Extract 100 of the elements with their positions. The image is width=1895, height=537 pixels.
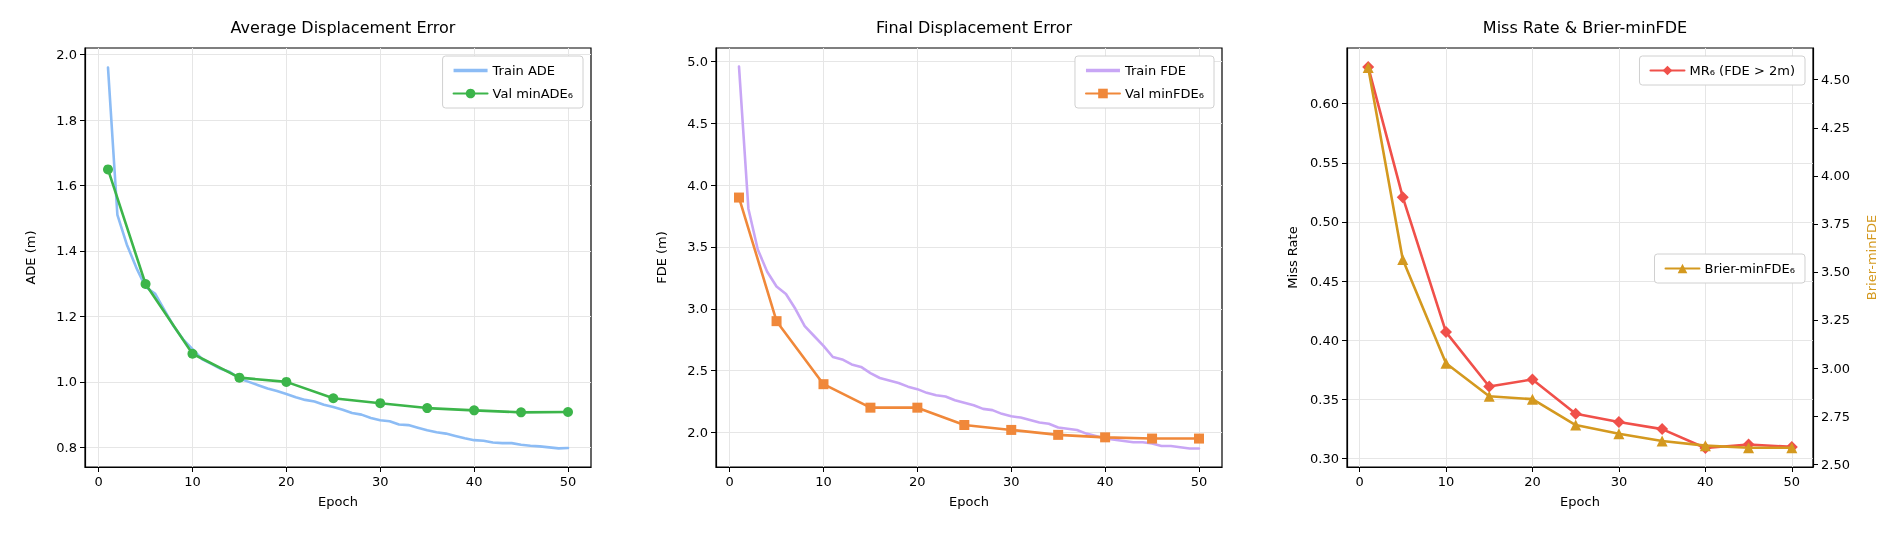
x-tick-label: 10 [815, 474, 832, 489]
point [140, 279, 151, 290]
point [1100, 432, 1111, 443]
chart-title: Final Displacement Error [875, 17, 1073, 37]
y-tick-label: 3.0 [687, 301, 708, 317]
point [1147, 433, 1158, 444]
x-tick-label: 50 [1783, 474, 1801, 489]
point [375, 398, 386, 409]
point [1656, 423, 1669, 436]
legend-label: Val minADE₆ [492, 86, 573, 101]
point [516, 407, 527, 418]
y2-tick-label: 4.00 [1821, 168, 1850, 184]
y2-tick-label: 3.25 [1821, 312, 1850, 328]
chart-title: Miss Rate & Brier-minFDE [1482, 17, 1688, 37]
y-tick-label: 0.35 [1310, 392, 1339, 408]
y2-tick-label: 3.75 [1821, 216, 1850, 232]
point [1439, 326, 1452, 339]
y-tick-label: 1.0 [56, 374, 77, 390]
y2-tick-label: 3.00 [1821, 360, 1850, 376]
y2-tick-label: 2.50 [1821, 456, 1850, 472]
legend-label: MR₆ (FDE > 2m) [1689, 63, 1795, 78]
point [1526, 373, 1539, 386]
point [1569, 407, 1582, 420]
point [865, 402, 876, 413]
x-tick-label: 30 [1002, 474, 1020, 489]
point [1396, 191, 1409, 204]
x-axis-title: Epoch [949, 494, 989, 509]
y-tick-label: 4.5 [687, 115, 708, 131]
legend-label: Brier-minFDE₆ [1704, 261, 1796, 276]
y-tick-label: 2.0 [56, 47, 77, 63]
y-tick-label: 2.0 [687, 424, 708, 440]
x-tick-label: 20 [909, 474, 926, 489]
point [1397, 254, 1409, 266]
x-tick-label: 20 [278, 474, 295, 489]
x-tick-label: 50 [1190, 474, 1208, 489]
y-tick-label: 0.60 [1310, 96, 1339, 112]
x-tick-label: 10 [1437, 474, 1455, 489]
x-tick-label: 40 [465, 474, 483, 489]
point [1194, 433, 1204, 444]
legend-label: Train FDE [1123, 63, 1187, 78]
y-tick-label: 0.55 [1310, 155, 1339, 171]
point [734, 192, 744, 203]
y-tick-label: 1.4 [56, 243, 77, 259]
x-axis-title: Epoch [1560, 494, 1600, 509]
point [912, 402, 923, 413]
y-tick-label: 1.2 [56, 308, 77, 324]
point [1743, 442, 1755, 454]
y2-tick-label: 4.50 [1821, 72, 1850, 88]
x-tick-label: 30 [1610, 474, 1628, 489]
y-axis-title: Miss Rate [1285, 226, 1300, 289]
point [959, 419, 970, 430]
point [818, 379, 829, 390]
x-axis-title: Epoch [318, 494, 358, 509]
y-tick-label: 0.40 [1310, 332, 1339, 348]
y-tick-label: 0.50 [1310, 214, 1339, 230]
x-tick-label: 40 [1697, 474, 1714, 489]
x-tick-label: 20 [1524, 474, 1541, 489]
point [1612, 416, 1625, 429]
y-tick-label: 0.8 [56, 439, 77, 455]
x-tick-label: 30 [371, 474, 389, 489]
point [1006, 424, 1017, 435]
legend-label: Val minFDE₆ [1124, 86, 1205, 101]
x-tick-label: 50 [559, 474, 577, 489]
y-axis-title: FDE (m) [654, 231, 669, 284]
chart-title: Average Displacement Error [230, 17, 456, 37]
legend-label: Train ADE [491, 63, 556, 78]
y-tick-label: 3.5 [687, 239, 708, 255]
point [1526, 393, 1538, 405]
y-tick-label: 5.0 [687, 54, 708, 70]
y-axis-title: ADE (m) [23, 230, 38, 285]
y2-tick-label: 3.50 [1821, 264, 1850, 280]
point [469, 405, 480, 416]
y2-tick-label: 4.25 [1821, 120, 1850, 136]
point [563, 407, 573, 417]
x-tick-label: 0 [725, 474, 734, 489]
point [1613, 428, 1625, 440]
point [771, 316, 782, 327]
y-tick-label: 2.5 [687, 363, 708, 379]
x-tick-label: 0 [1355, 474, 1364, 489]
y-tick-label: 0.45 [1310, 273, 1339, 289]
y2-axis-title: Brier-minFDE [1864, 214, 1879, 301]
point [1440, 357, 1452, 369]
x-tick-label: 0 [94, 474, 103, 489]
point [1053, 429, 1064, 440]
y-tick-label: 4.0 [687, 177, 708, 193]
y-tick-label: 1.6 [56, 177, 77, 193]
point [281, 376, 292, 387]
y-tick-label: 0.30 [1310, 451, 1339, 467]
y-tick-label: 1.8 [56, 112, 77, 128]
x-tick-label: 40 [1096, 474, 1114, 489]
point [1656, 435, 1668, 447]
point [103, 164, 113, 175]
point [422, 403, 433, 414]
y2-tick-label: 2.75 [1821, 408, 1850, 424]
point [1570, 419, 1582, 431]
point [328, 393, 339, 404]
point [234, 372, 245, 383]
point [1483, 390, 1495, 402]
point [187, 348, 198, 359]
x-tick-label: 10 [184, 474, 201, 489]
